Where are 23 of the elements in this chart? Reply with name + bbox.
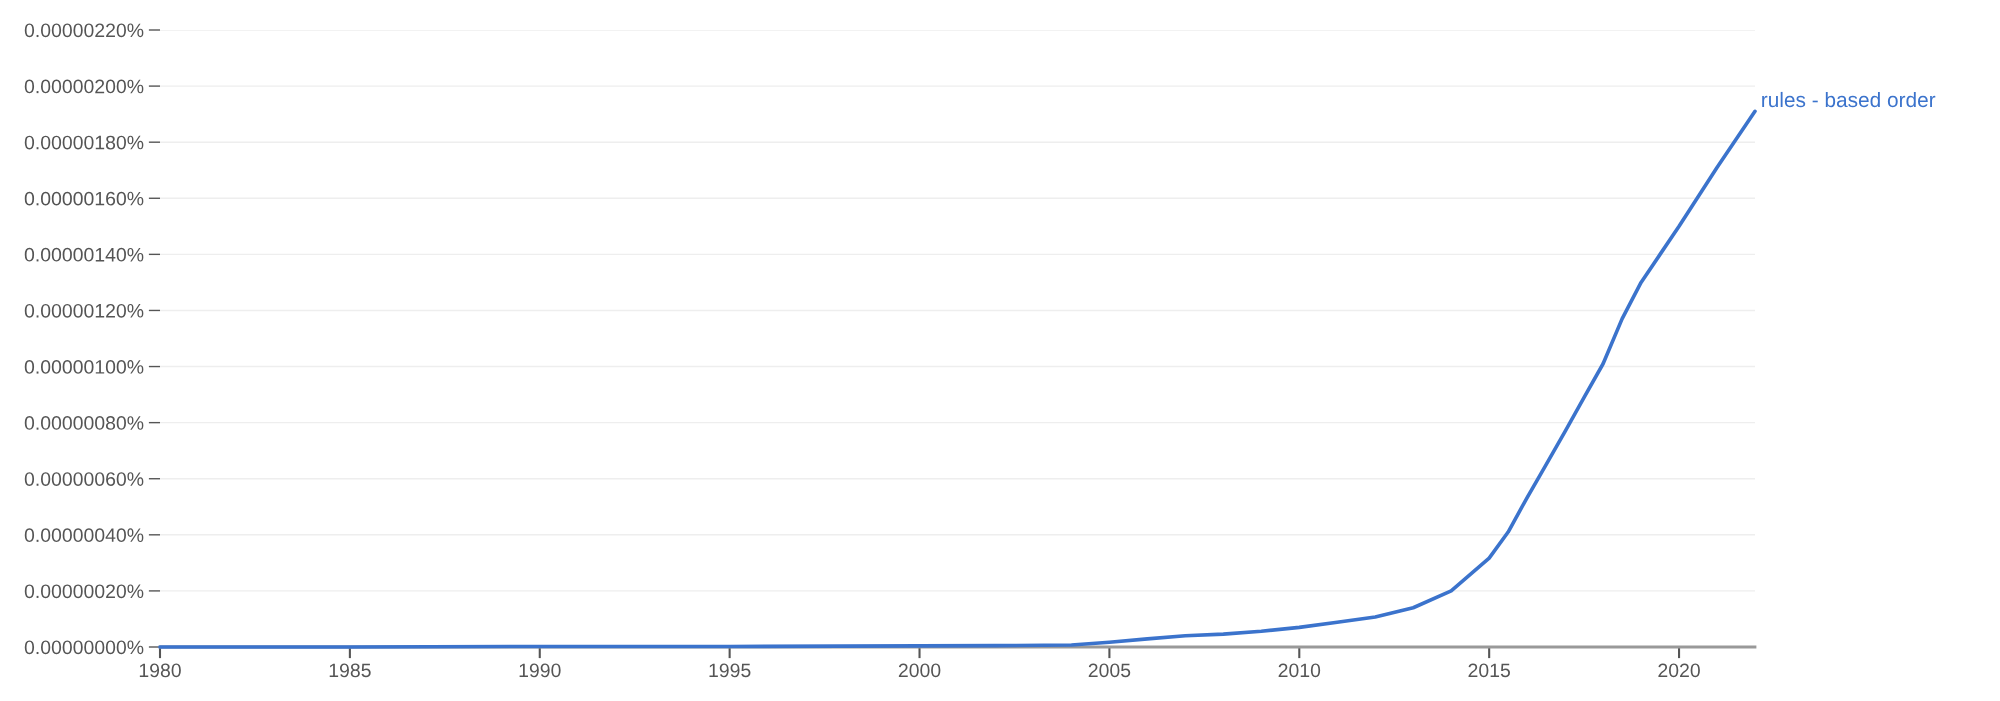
y-tick-label: 0.00000140% — [24, 247, 144, 262]
y-tick-label: 0.00000040% — [24, 528, 144, 543]
x-tick-label: 1980 — [139, 663, 181, 678]
x-tick-label: 2010 — [1278, 663, 1321, 678]
y-tick-label: 0.00000100% — [24, 360, 144, 374]
line-series — [158, 109, 1757, 649]
y-tick-label: 0.00000020% — [24, 584, 144, 599]
y-tick-label: 0.00000200% — [24, 79, 144, 94]
x-tick-label: 2020 — [1658, 663, 1700, 678]
y-tick-label: 0.00000000% — [24, 640, 144, 655]
x-tick-label: 2015 — [1468, 663, 1510, 678]
series-label: rules - based order — [1762, 91, 1936, 108]
y-tick-label: 0.00000220% — [24, 23, 144, 38]
x-tick-label: 2005 — [1088, 663, 1131, 678]
y-tick-label: 0.00000060% — [24, 472, 144, 486]
y-tick-label: 0.00000120% — [24, 303, 144, 318]
x-tick-label: 2000 — [898, 663, 941, 678]
x-tick-label: 1990 — [519, 663, 561, 678]
x-tick-label: 1995 — [709, 663, 751, 678]
y-tick-label: 0.00000180% — [24, 135, 144, 150]
y-tick-label: 0.00000160% — [24, 191, 144, 206]
y-tick-label: 0.00000080% — [24, 416, 144, 430]
x-tick-label: 1985 — [329, 663, 371, 678]
